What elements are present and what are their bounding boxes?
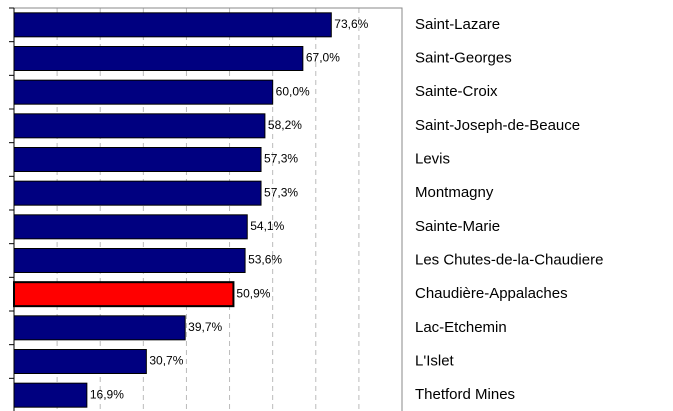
value-label: 57,3% — [264, 185, 298, 199]
bar — [13, 248, 246, 273]
value-label: 54,1% — [250, 219, 284, 233]
bar — [13, 382, 88, 408]
category-label: L'Islet — [415, 352, 455, 369]
bar — [13, 349, 147, 374]
category-label: Saint-Joseph-de-Beauce — [415, 117, 580, 134]
category-label: Montmagny — [415, 184, 494, 201]
category-label: Saint-Georges — [415, 49, 512, 66]
bar — [13, 46, 304, 71]
category-label: Lac-Etchemin — [415, 319, 507, 336]
value-label: 30,7% — [149, 354, 183, 368]
value-label: 58,2% — [268, 118, 302, 132]
bar — [13, 180, 262, 206]
bar — [13, 12, 332, 38]
category-label: Les Chutes-de-la-Chaudiere — [415, 251, 603, 268]
value-label: 73,6% — [334, 17, 368, 31]
category-label: Sainte-Croix — [415, 83, 498, 100]
value-label: 39,7% — [188, 320, 222, 334]
value-label: 57,3% — [264, 152, 298, 166]
bar — [13, 214, 248, 240]
category-label: Sainte-Marie — [415, 218, 500, 235]
category-label: Thetford Mines — [415, 386, 515, 403]
value-label: 16,9% — [90, 387, 124, 401]
bar — [13, 113, 266, 139]
value-label: 67,0% — [306, 51, 340, 65]
value-label: 53,6% — [248, 253, 282, 267]
bar — [13, 281, 235, 308]
category-label: Chaudière-Appalaches — [415, 285, 568, 302]
category-label: Levis — [415, 150, 450, 167]
bar — [13, 79, 274, 105]
value-label: 60,0% — [276, 84, 310, 98]
bar — [13, 147, 262, 172]
value-label: 50,9% — [236, 286, 270, 300]
category-label: Saint-Lazare — [415, 16, 500, 33]
bar — [13, 315, 186, 341]
